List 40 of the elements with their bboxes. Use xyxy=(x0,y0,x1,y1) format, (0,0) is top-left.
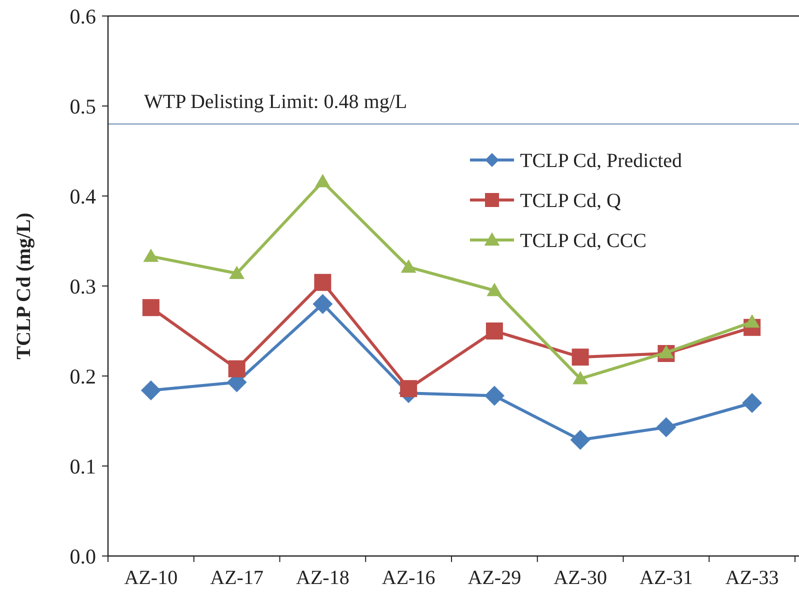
point xyxy=(400,259,416,273)
point xyxy=(142,299,160,316)
point xyxy=(143,248,159,262)
point xyxy=(314,274,332,291)
point xyxy=(572,371,588,384)
point xyxy=(570,430,590,450)
point xyxy=(228,360,246,378)
point xyxy=(572,348,589,366)
point xyxy=(484,386,504,406)
x-tick-label: AZ-17 xyxy=(210,567,264,589)
x-tick-label: AZ-29 xyxy=(468,567,522,589)
y-tick-label: 0.3 xyxy=(70,274,96,298)
ref-line-label: WTP Delisting Limit: 0.48 mg/L xyxy=(144,91,408,113)
legend-label: TCLP Cd, Predicted xyxy=(520,150,682,172)
point xyxy=(656,417,676,438)
y-tick-label: 0.5 xyxy=(70,94,96,118)
point xyxy=(314,174,330,188)
y-tick-label: 0.6 xyxy=(70,4,96,28)
x-tick-label: AZ-10 xyxy=(124,567,178,589)
legend-label: TCLP Cd, CCC xyxy=(520,230,647,252)
y-tick-label: 0.4 xyxy=(70,184,96,208)
point xyxy=(742,393,762,413)
x-tick-label: AZ-33 xyxy=(725,567,779,589)
y-axis-title: TCLP Cd (mg/L) xyxy=(13,212,35,360)
point xyxy=(658,344,674,358)
legend-label: TCLP Cd, Q xyxy=(520,190,622,212)
point xyxy=(229,266,245,279)
y-tick-label: 0.2 xyxy=(70,364,96,388)
point xyxy=(744,314,760,328)
x-tick-label: AZ-16 xyxy=(382,567,436,589)
point xyxy=(400,380,418,398)
x-tick-label: AZ-31 xyxy=(640,567,693,589)
y-tick-label: 0.0 xyxy=(70,544,96,568)
point xyxy=(312,294,333,314)
x-tick-label: AZ-18 xyxy=(296,567,350,589)
x-tick-label: AZ-30 xyxy=(554,567,607,589)
y-tick-label: 0.1 xyxy=(70,454,96,478)
point xyxy=(486,322,503,340)
point xyxy=(140,380,161,400)
point xyxy=(486,282,502,296)
